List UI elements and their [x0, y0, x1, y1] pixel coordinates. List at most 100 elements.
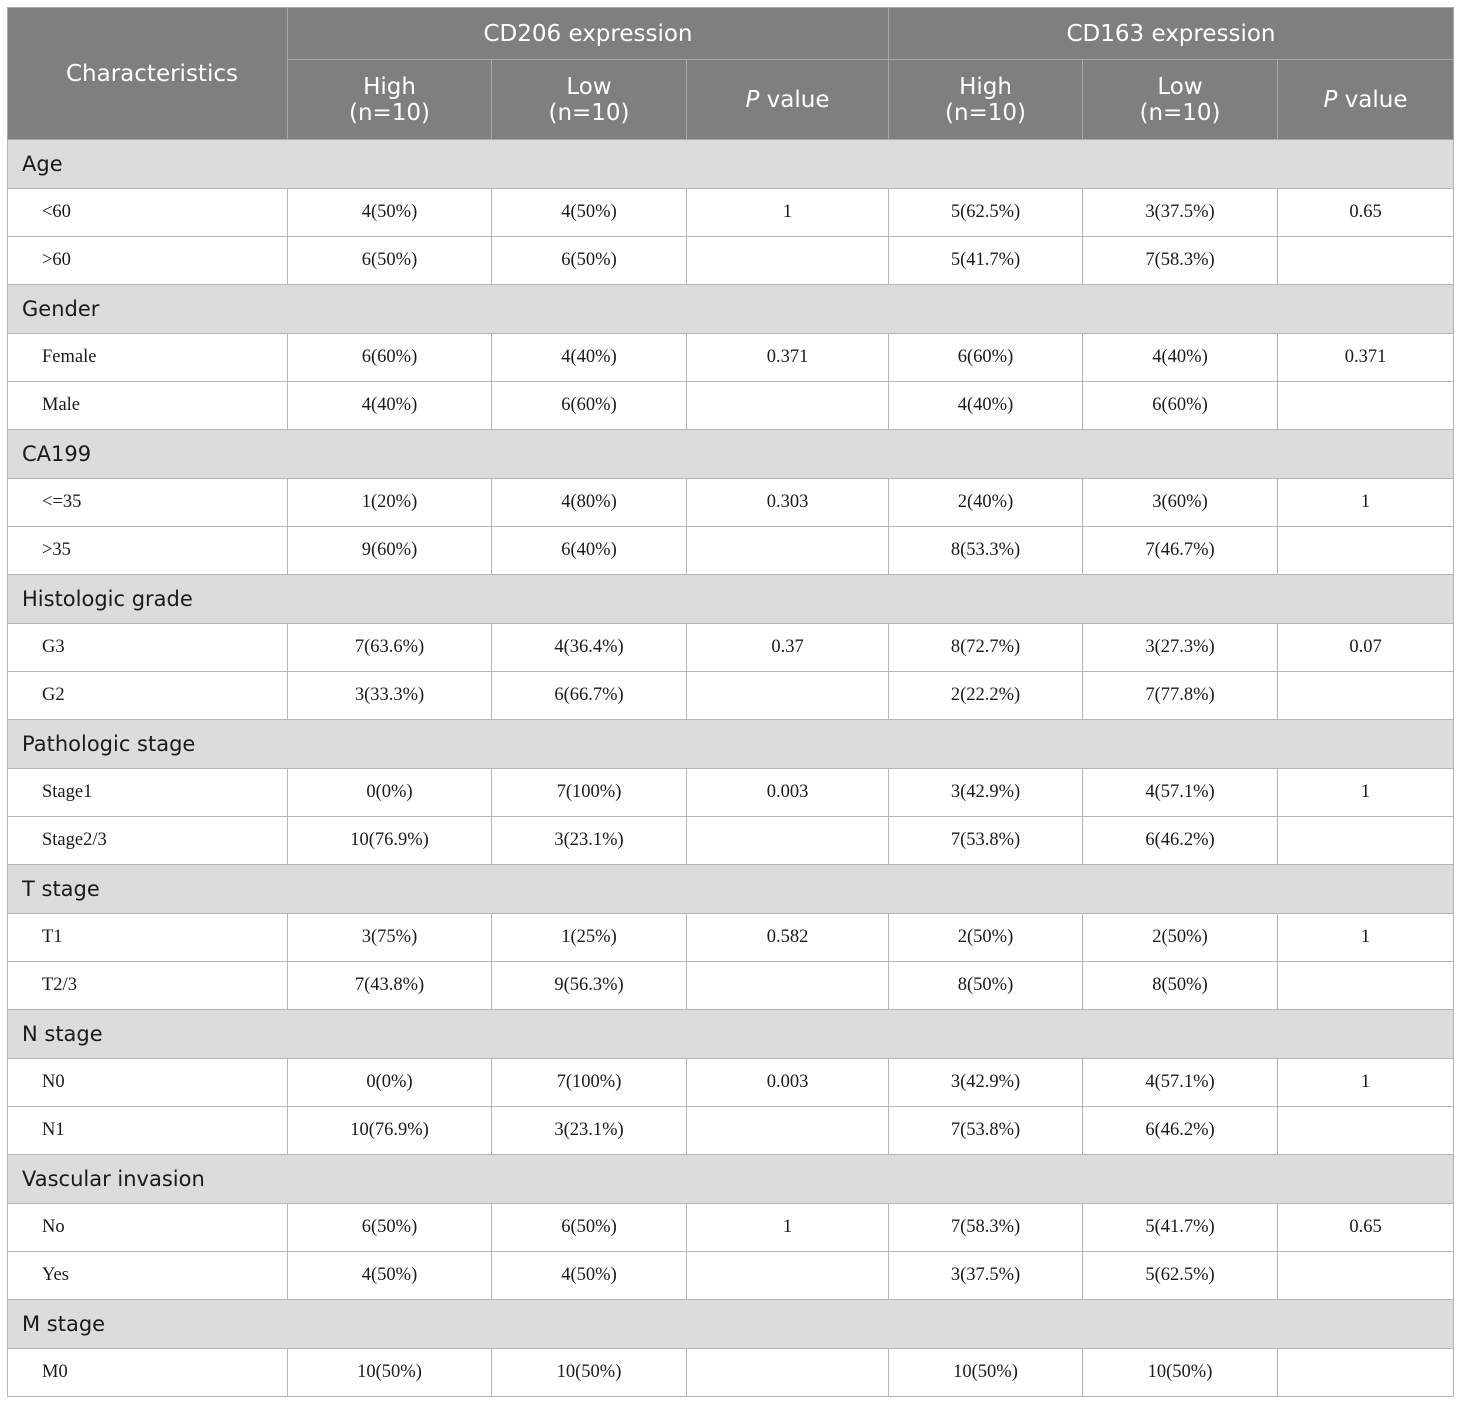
- cd206-low-cell: 6(60%): [491, 381, 687, 430]
- table-row: T2/3 7(43.8%) 9(56.3%) 8(50%) 8(50%): [7, 961, 1454, 1010]
- n-label: (n=10): [348, 99, 431, 126]
- cd206-high-cell: 4(50%): [287, 188, 492, 237]
- cd206-high-cell: 1(20%): [287, 478, 492, 527]
- cd163-low-cell: 7(77.8%): [1082, 671, 1278, 720]
- characteristics-table: Characteristics CD206 expression CD163 e…: [7, 7, 1454, 1397]
- cd206-p-value-cell: 0.371: [686, 333, 889, 382]
- cd163-p-value-cell: [1277, 961, 1454, 1010]
- cd206-high-cell: 6(50%): [287, 236, 492, 285]
- row-label: Male: [7, 381, 288, 430]
- n-label: (n=10): [548, 99, 630, 126]
- cd206-low-cell: 9(56.3%): [491, 961, 687, 1010]
- cd163-p-value-cell: [1277, 671, 1454, 720]
- cd163-low-cell: 5(62.5%): [1082, 1251, 1278, 1300]
- table-row: No 6(50%) 6(50%) 1 7(58.3%) 5(41.7%) 0.65: [7, 1203, 1454, 1252]
- section-title: T stage: [7, 864, 1454, 914]
- cd163-high-cell: 2(40%): [888, 478, 1083, 527]
- table-row: Stage1 0(0%) 7(100%) 0.003 3(42.9%) 4(57.1%) 1: [7, 768, 1454, 817]
- row-label: G3: [7, 623, 288, 672]
- cd206-high-cell: 9(60%): [287, 526, 492, 575]
- row-label: >35: [7, 526, 288, 575]
- table-row: >60 6(50%) 6(50%) 5(41.7%) 7(58.3%): [7, 236, 1454, 285]
- cd206-p-value-cell: [686, 671, 889, 720]
- cd206-p-value-cell: [686, 236, 889, 285]
- cd206-low-cell: 3(23.1%): [491, 1106, 687, 1155]
- cd206-low-cell: 6(50%): [491, 1203, 687, 1252]
- cd206-p-value-cell: [686, 526, 889, 575]
- cd163-p-value-cell: 1: [1277, 478, 1454, 527]
- table-row: T1 3(75%) 1(25%) 0.582 2(50%) 2(50%) 1: [7, 913, 1454, 962]
- cd206-high-cell: 4(40%): [287, 381, 492, 430]
- row-label: <60: [7, 188, 288, 237]
- cd206-p-value-cell: 0.582: [686, 913, 889, 962]
- cd206-high-cell: 10(76.9%): [287, 816, 492, 865]
- row-label: T2/3: [7, 961, 288, 1010]
- cd163-low-cell: 4(40%): [1082, 333, 1278, 382]
- section-title: M stage: [7, 1299, 1454, 1349]
- section-header-row: Gender: [7, 284, 1454, 334]
- cd163-p-value-cell: 0.65: [1277, 188, 1454, 237]
- row-label: Yes: [7, 1251, 288, 1300]
- cd163-high-cell: 3(37.5%): [888, 1251, 1083, 1300]
- cd163-p-value-cell: 0.07: [1277, 623, 1454, 672]
- row-label: G2: [7, 671, 288, 720]
- cd163-high-cell: 6(60%): [888, 333, 1083, 382]
- low-label: Low: [566, 73, 612, 100]
- cd163-high-cell: 2(22.2%): [888, 671, 1083, 720]
- row-label: Female: [7, 333, 288, 382]
- section-header-row: Pathologic stage: [7, 719, 1454, 769]
- cd206-p-value-cell: 0.003: [686, 1058, 889, 1107]
- cd163-high-cell: 3(42.9%): [888, 1058, 1083, 1107]
- cd206-group-header: CD206 expression: [287, 7, 889, 60]
- table-row: Stage2/3 10(76.9%) 3(23.1%) 7(53.8%) 6(46.2%…: [7, 816, 1454, 865]
- table-container: Characteristics CD206 expression CD163 e…: [7, 7, 1454, 1397]
- section-header-row: M stage: [7, 1299, 1454, 1349]
- cd206-low-cell: 4(50%): [491, 188, 687, 237]
- cd163-high-cell: 7(53.8%): [888, 816, 1083, 865]
- cd206-low-cell: 3(23.1%): [491, 816, 687, 865]
- cd163-p-value-cell: 1: [1277, 768, 1454, 817]
- characteristics-header: Characteristics: [7, 7, 288, 140]
- cd163-p-value-cell: [1277, 1251, 1454, 1300]
- cd163-high-cell: 8(53.3%): [888, 526, 1083, 575]
- cd206-p-value-cell: [686, 381, 889, 430]
- table-row: N0 0(0%) 7(100%) 0.003 3(42.9%) 4(57.1%) 1: [7, 1058, 1454, 1107]
- cd206-high-cell: 10(50%): [287, 1348, 492, 1397]
- low-label: Low: [1157, 73, 1203, 100]
- table-row: Yes 4(50%) 4(50%) 3(37.5%) 5(62.5%): [7, 1251, 1454, 1300]
- table-body: Age <60 4(50%) 4(50%) 1 5(62.5%) 3(37.5%) 0.65 >…: [7, 139, 1454, 1397]
- cd163-low-cell: 3(27.3%): [1082, 623, 1278, 672]
- table-row: G3 7(63.6%) 4(36.4%) 0.37 8(72.7%) 3(27.3%) 0.…: [7, 623, 1454, 672]
- cd206-high-header: High (n=10): [287, 59, 492, 140]
- cd163-p-value-cell: 0.371: [1277, 333, 1454, 382]
- table-row: N1 10(76.9%) 3(23.1%) 7(53.8%) 6(46.2%): [7, 1106, 1454, 1155]
- cd206-low-header: Low (n=10): [491, 59, 687, 140]
- cd163-low-cell: 4(57.1%): [1082, 768, 1278, 817]
- table-row: <=35 1(20%) 4(80%) 0.303 2(40%) 3(60%) 1: [7, 478, 1454, 527]
- cd206-p-value-cell: [686, 1106, 889, 1155]
- cd206-p-value-cell: 0.003: [686, 768, 889, 817]
- section-title: Histologic grade: [7, 574, 1454, 624]
- cd206-high-cell: 3(33.3%): [287, 671, 492, 720]
- high-label: High: [959, 73, 1012, 100]
- cd163-high-cell: 8(50%): [888, 961, 1083, 1010]
- row-label: N1: [7, 1106, 288, 1155]
- cd206-p-value-cell: 0.303: [686, 478, 889, 527]
- cd206-low-cell: 4(80%): [491, 478, 687, 527]
- cd163-p-value-cell: [1277, 1348, 1454, 1397]
- cd163-low-cell: 10(50%): [1082, 1348, 1278, 1397]
- cd163-low-cell: 7(58.3%): [1082, 236, 1278, 285]
- high-label: High: [363, 73, 416, 100]
- cd163-high-cell: 4(40%): [888, 381, 1083, 430]
- section-header-row: Age: [7, 139, 1454, 189]
- section-title: Pathologic stage: [7, 719, 1454, 769]
- section-title: Gender: [7, 284, 1454, 334]
- cd163-high-cell: 7(53.8%): [888, 1106, 1083, 1155]
- table-row: >35 9(60%) 6(40%) 8(53.3%) 7(46.7%): [7, 526, 1454, 575]
- cd163-low-cell: 3(60%): [1082, 478, 1278, 527]
- cd163-high-cell: 3(42.9%): [888, 768, 1083, 817]
- row-label: T1: [7, 913, 288, 962]
- table-row: M0 10(50%) 10(50%) 10(50%) 10(50%): [7, 1348, 1454, 1397]
- cd163-low-cell: 7(46.7%): [1082, 526, 1278, 575]
- n-label: (n=10): [1139, 99, 1221, 126]
